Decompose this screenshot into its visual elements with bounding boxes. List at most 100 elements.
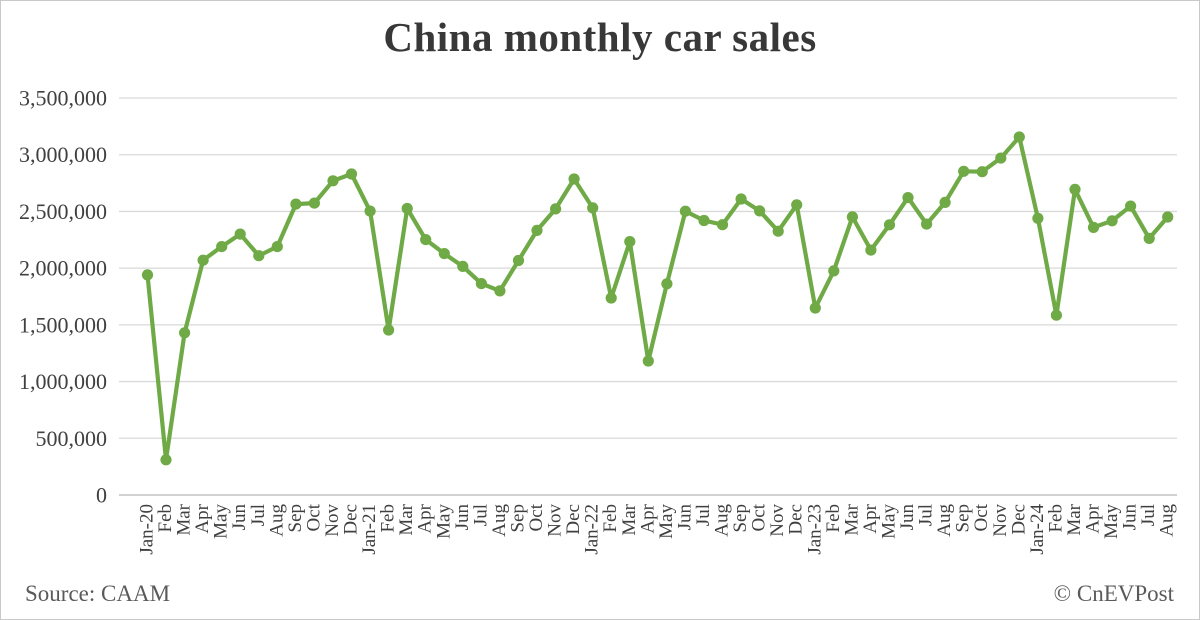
data-point bbox=[828, 265, 840, 277]
data-point bbox=[772, 225, 784, 237]
data-point bbox=[141, 269, 154, 281]
x-axis-tick-label: Sep bbox=[285, 504, 306, 533]
data-point bbox=[1050, 309, 1062, 321]
data-point bbox=[587, 202, 599, 214]
data-point bbox=[809, 302, 821, 314]
data-point bbox=[216, 241, 228, 253]
x-axis-tick-label: Aug bbox=[266, 504, 287, 537]
x-axis-tick-label: Feb bbox=[155, 504, 176, 533]
x-axis-tick-label: Jun bbox=[1120, 504, 1141, 531]
data-point bbox=[475, 278, 487, 290]
x-axis-tick-label: Apr bbox=[415, 503, 436, 533]
x-axis-tick-label: May bbox=[656, 504, 677, 539]
data-point bbox=[661, 278, 673, 290]
data-point bbox=[401, 202, 413, 215]
data-point bbox=[995, 152, 1007, 164]
x-axis-tick-label: Jul bbox=[693, 504, 714, 526]
x-axis-tick-label: Jun bbox=[452, 504, 473, 531]
x-axis-tick-label: Apr bbox=[1083, 503, 1104, 533]
data-point bbox=[605, 292, 617, 304]
x-axis-tick-label: May bbox=[878, 504, 899, 539]
x-axis-tick-label: Nov bbox=[322, 504, 343, 537]
x-axis-tick-label: Apr bbox=[637, 503, 658, 533]
x-axis-tick-label: Jul bbox=[1138, 504, 1159, 526]
data-point bbox=[179, 327, 191, 339]
data-point bbox=[234, 228, 246, 240]
x-axis-tick-label: Oct bbox=[971, 503, 992, 531]
x-axis-tick-label: Jun bbox=[229, 504, 250, 531]
x-axis-tick-label: Aug bbox=[712, 504, 733, 537]
data-point bbox=[679, 205, 692, 217]
x-axis-tick-label: Jan-23 bbox=[804, 504, 825, 555]
x-axis-tick-label: Sep bbox=[730, 504, 751, 533]
x-axis-tick-label: Jun bbox=[897, 504, 918, 531]
data-point bbox=[494, 285, 506, 297]
source-attribution: Source: CAAM bbox=[25, 581, 171, 606]
x-axis-tick-label: Jul bbox=[470, 504, 491, 526]
data-point bbox=[716, 219, 729, 231]
x-axis-tick-label: Mar bbox=[174, 503, 195, 535]
data-point bbox=[939, 196, 951, 208]
chart-title: China monthly car sales bbox=[383, 14, 817, 60]
data-point bbox=[160, 454, 172, 466]
x-axis-tick-label: Jan-22 bbox=[582, 504, 603, 555]
data-point bbox=[791, 199, 803, 211]
data-point bbox=[902, 192, 914, 204]
data-point bbox=[308, 197, 320, 209]
x-axis-tick-label: Oct bbox=[749, 503, 770, 531]
data-point bbox=[438, 248, 450, 260]
data-point bbox=[197, 254, 209, 266]
x-axis-tick-label: Sep bbox=[507, 504, 528, 533]
data-point bbox=[290, 198, 302, 210]
x-axis-tick-label: Aug bbox=[934, 504, 955, 537]
data-point bbox=[327, 175, 339, 187]
data-point bbox=[976, 166, 988, 178]
x-axis-tick-label: Feb bbox=[1045, 504, 1066, 533]
x-axis-tick-label: Sep bbox=[953, 504, 974, 533]
x-axis-tick-label: Feb bbox=[600, 504, 621, 533]
y-axis-tick-label: 0 bbox=[96, 483, 107, 508]
x-axis-tick-label: Feb bbox=[823, 504, 844, 533]
data-point bbox=[364, 205, 376, 217]
x-axis-tick-label: Mar bbox=[396, 503, 417, 535]
data-point bbox=[568, 173, 580, 185]
x-axis-tick-label: May bbox=[211, 504, 232, 539]
sales-series-line bbox=[145, 134, 1170, 462]
data-point bbox=[271, 241, 283, 253]
x-axis-tick-label: Jan-21 bbox=[359, 504, 380, 555]
data-point bbox=[846, 211, 859, 223]
data-point bbox=[345, 168, 358, 180]
data-point bbox=[698, 214, 710, 227]
x-axis-tick-label: Nov bbox=[545, 504, 566, 537]
y-axis-tick-label: 2,500,000 bbox=[19, 199, 107, 224]
x-axis-tick-label: Jan-20 bbox=[137, 504, 158, 555]
y-axis-tick-label: 1,500,000 bbox=[19, 312, 107, 337]
data-point bbox=[1162, 211, 1174, 223]
data-point bbox=[624, 236, 636, 248]
data-point bbox=[1032, 212, 1044, 224]
x-axis-tick-label: Nov bbox=[767, 504, 788, 537]
x-axis-tick-label: May bbox=[433, 504, 454, 539]
data-point bbox=[1069, 183, 1081, 195]
data-point bbox=[958, 165, 970, 177]
x-axis-tick-label: Dec bbox=[563, 504, 584, 535]
x-axis-tick-label: Mar bbox=[1064, 503, 1085, 535]
data-point bbox=[642, 355, 654, 367]
data-point bbox=[512, 254, 525, 267]
y-axis-tick-label: 1,000,000 bbox=[19, 369, 107, 394]
x-axis-tick-label: Nov bbox=[990, 504, 1011, 537]
x-axis-tick-label: Jul bbox=[916, 504, 937, 526]
data-point bbox=[1125, 200, 1137, 212]
y-axis-tick-label: 2,000,000 bbox=[19, 256, 107, 281]
y-axis-tick-label: 500,000 bbox=[36, 426, 108, 451]
x-axis-tick-label: Feb bbox=[378, 504, 399, 533]
x-axis-tick-label: Apr bbox=[860, 503, 881, 533]
x-axis-tick-label: Aug bbox=[489, 504, 510, 537]
x-axis-tick-label: Oct bbox=[303, 503, 324, 531]
x-axis-tick-label: Mar bbox=[841, 503, 862, 535]
x-axis-tick-label: Mar bbox=[619, 503, 640, 535]
data-point bbox=[420, 234, 432, 246]
data-point bbox=[550, 203, 562, 215]
